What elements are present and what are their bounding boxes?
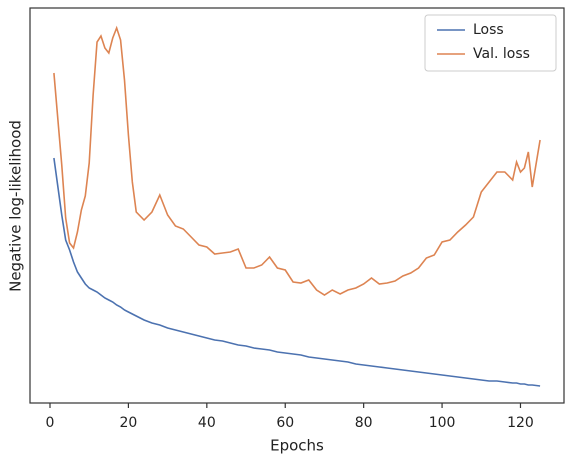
data-line bbox=[53, 157, 541, 387]
x-tick-label: 80 bbox=[355, 415, 373, 431]
x-axis-label: Epochs bbox=[270, 437, 324, 455]
x-tick-label: 20 bbox=[119, 415, 137, 431]
data-line bbox=[53, 25, 541, 296]
x-tick-label: 100 bbox=[429, 415, 456, 431]
x-tick-label: 0 bbox=[46, 415, 55, 431]
legend-label: Val. loss bbox=[473, 46, 530, 62]
plot-frame bbox=[29, 7, 565, 404]
x-tick-label: 120 bbox=[507, 415, 534, 431]
x-tick-label: 60 bbox=[276, 415, 294, 431]
legend-box bbox=[424, 14, 557, 72]
x-tick-label: 40 bbox=[198, 415, 216, 431]
y-axis-label: Negative log-likelihood bbox=[7, 120, 25, 292]
legend-label: Loss bbox=[473, 22, 504, 38]
